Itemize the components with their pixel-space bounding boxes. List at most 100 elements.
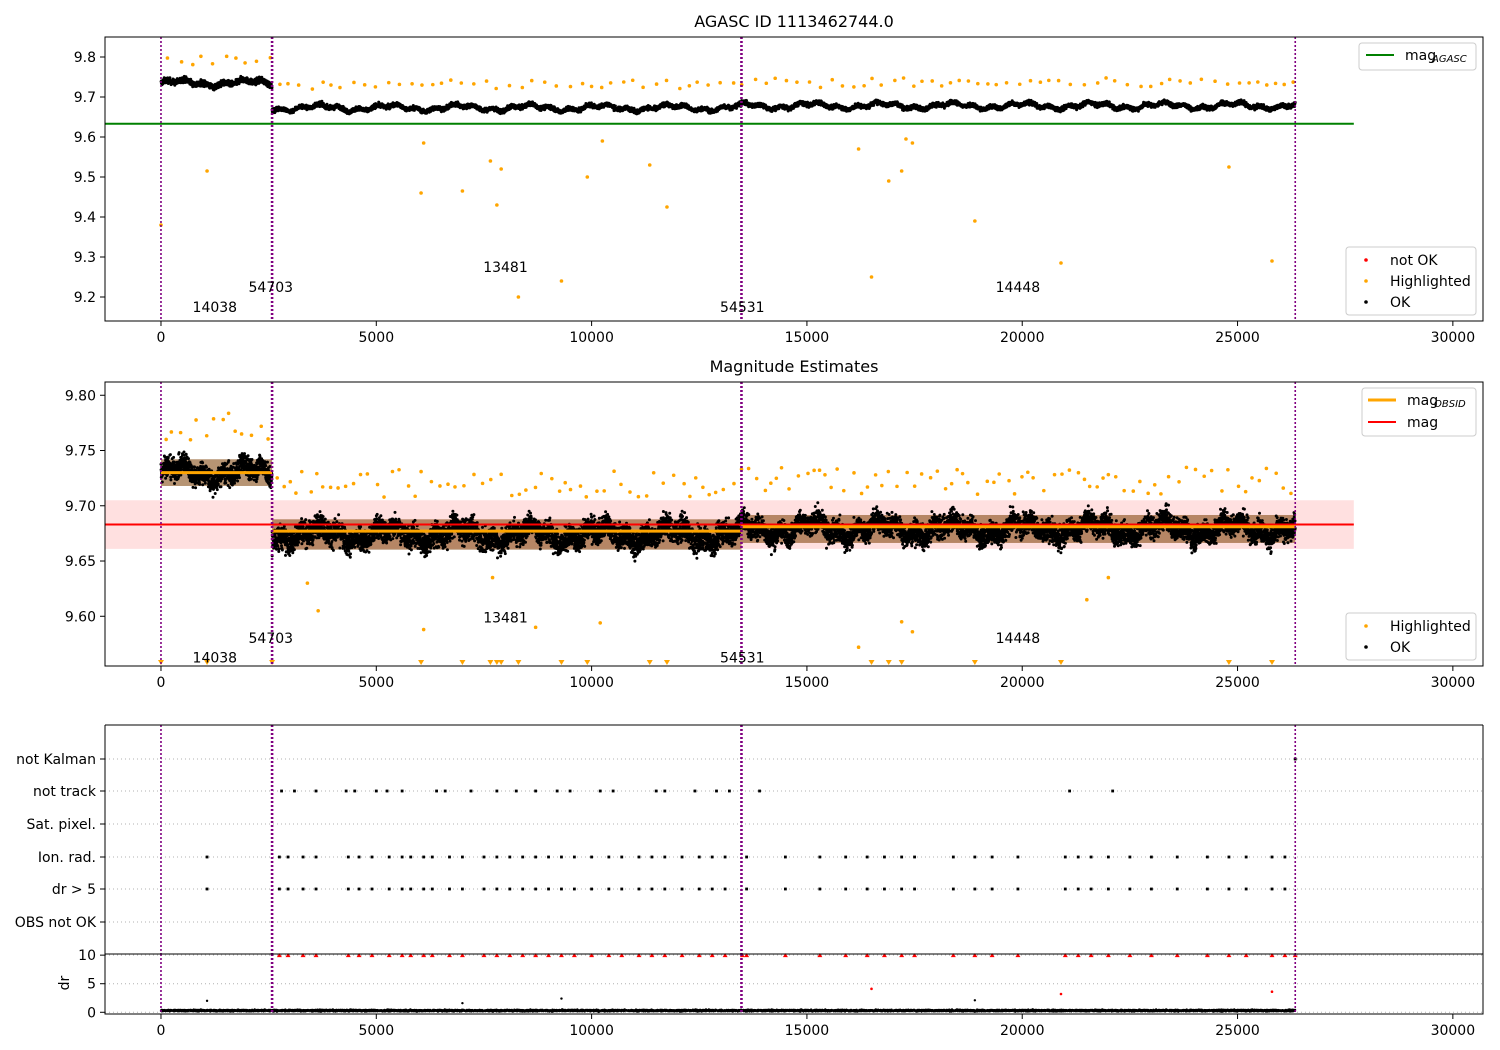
dr-clipped-marker xyxy=(1015,953,1021,958)
dr-point xyxy=(973,999,977,1002)
highlighted-point xyxy=(1031,475,1035,480)
highlighted-point xyxy=(1076,470,1081,475)
highlighted-point xyxy=(955,467,959,472)
highlighted-point xyxy=(1017,82,1022,87)
dr-clipped-marker xyxy=(447,953,452,958)
flag-point xyxy=(314,855,318,859)
highlighted-point xyxy=(259,424,264,429)
dr-clipped-marker xyxy=(356,953,362,958)
y-tick-label: 9.75 xyxy=(65,444,96,460)
highlighted-point xyxy=(406,484,411,488)
obsid-label: 13481 xyxy=(483,610,528,626)
flag-point xyxy=(1106,855,1110,859)
y-tick-label: 9.6 xyxy=(74,130,96,146)
flag-point xyxy=(469,789,473,793)
flag-point xyxy=(508,887,512,891)
highlighted-point xyxy=(706,83,710,87)
legend-box xyxy=(1345,246,1477,316)
highlighted-point xyxy=(585,175,590,179)
flag-point xyxy=(314,887,318,891)
flag-point xyxy=(400,887,404,891)
flag-point xyxy=(1227,855,1231,859)
highlighted-point xyxy=(636,494,641,499)
highlighted-point xyxy=(818,85,823,90)
flag-point xyxy=(697,855,701,859)
flag-point xyxy=(900,887,904,891)
highlighted-point xyxy=(641,85,645,90)
highlighted-point xyxy=(986,82,990,86)
highlighted-point xyxy=(554,84,559,88)
flag-point xyxy=(1063,887,1067,891)
highlighted-point xyxy=(165,56,170,60)
highlighted-point xyxy=(310,87,315,91)
flag-point xyxy=(1128,887,1132,891)
flag-point xyxy=(1016,887,1020,891)
flag-label: Sat. pixel. xyxy=(27,817,96,833)
highlighted-point xyxy=(920,79,924,84)
highlighted-point xyxy=(386,80,391,85)
x-tick-label: 10000 xyxy=(569,1023,614,1039)
dr-clipped-marker xyxy=(300,953,306,958)
flag-point xyxy=(1270,855,1274,859)
dr-clipped-marker xyxy=(619,953,625,958)
highlighted-point xyxy=(430,82,435,87)
plot-area xyxy=(105,411,1354,665)
highlighted-point xyxy=(419,191,423,195)
highlighted-point xyxy=(1068,82,1073,87)
dr-clipped-marker xyxy=(459,953,465,958)
highlighted-point xyxy=(1087,484,1092,489)
highlighted-point xyxy=(893,78,897,83)
flag-point xyxy=(590,855,594,859)
highlighted-point xyxy=(910,141,915,145)
highlighted-point xyxy=(179,60,184,64)
flag-point xyxy=(514,789,518,793)
flag-point xyxy=(1283,887,1287,891)
x-tick-label: 0 xyxy=(157,1023,166,1039)
flag-point xyxy=(521,887,525,891)
highlighted-point xyxy=(1146,491,1150,496)
legend-label-mag: mag xyxy=(1407,415,1438,431)
flag-point xyxy=(607,887,611,891)
flag-point xyxy=(1175,887,1179,891)
x-tick-label: 10000 xyxy=(569,330,614,346)
highlighted-point xyxy=(701,485,705,490)
panel-title: AGASC ID 1113462744.0 xyxy=(694,12,894,31)
x-tick-label: 20000 xyxy=(1000,1023,1045,1039)
flag-point xyxy=(1106,887,1110,891)
flag-point xyxy=(568,789,572,793)
axes-frame xyxy=(104,381,1484,667)
highlighted-point xyxy=(812,468,816,473)
highlighted-point xyxy=(1243,489,1248,494)
dr-point xyxy=(205,999,209,1003)
highlighted-point xyxy=(817,468,822,473)
highlighted-point xyxy=(823,473,827,477)
dr-clipped-marker xyxy=(571,953,577,958)
flag-point xyxy=(448,887,451,891)
x-tick-label: 30000 xyxy=(1431,330,1476,346)
highlighted-point xyxy=(612,469,616,473)
highlighted-point xyxy=(779,465,784,470)
highlighted-point xyxy=(1220,489,1224,493)
highlighted-point xyxy=(1159,81,1164,86)
highlighted-point xyxy=(948,80,953,85)
flag-point xyxy=(400,855,404,859)
flag-point xyxy=(435,789,438,793)
obsid-label: 14038 xyxy=(193,300,238,316)
dr-clipped-marker xyxy=(679,953,685,958)
flag-point xyxy=(461,855,464,859)
highlighted-point xyxy=(644,494,649,498)
below-range-marker xyxy=(418,660,425,665)
y-tick-label: 9.2 xyxy=(74,290,96,306)
highlighted-point xyxy=(688,494,692,499)
highlighted-point xyxy=(533,485,538,490)
highlighted-point xyxy=(358,472,363,477)
highlighted-point xyxy=(373,85,378,89)
highlighted-point xyxy=(840,84,845,88)
highlighted-point xyxy=(966,480,970,485)
dr-flagged-point xyxy=(1059,992,1063,996)
highlighted-point xyxy=(1289,491,1293,496)
highlighted-point xyxy=(328,485,333,490)
below-range-marker xyxy=(204,660,211,665)
highlighted-point xyxy=(865,485,870,489)
